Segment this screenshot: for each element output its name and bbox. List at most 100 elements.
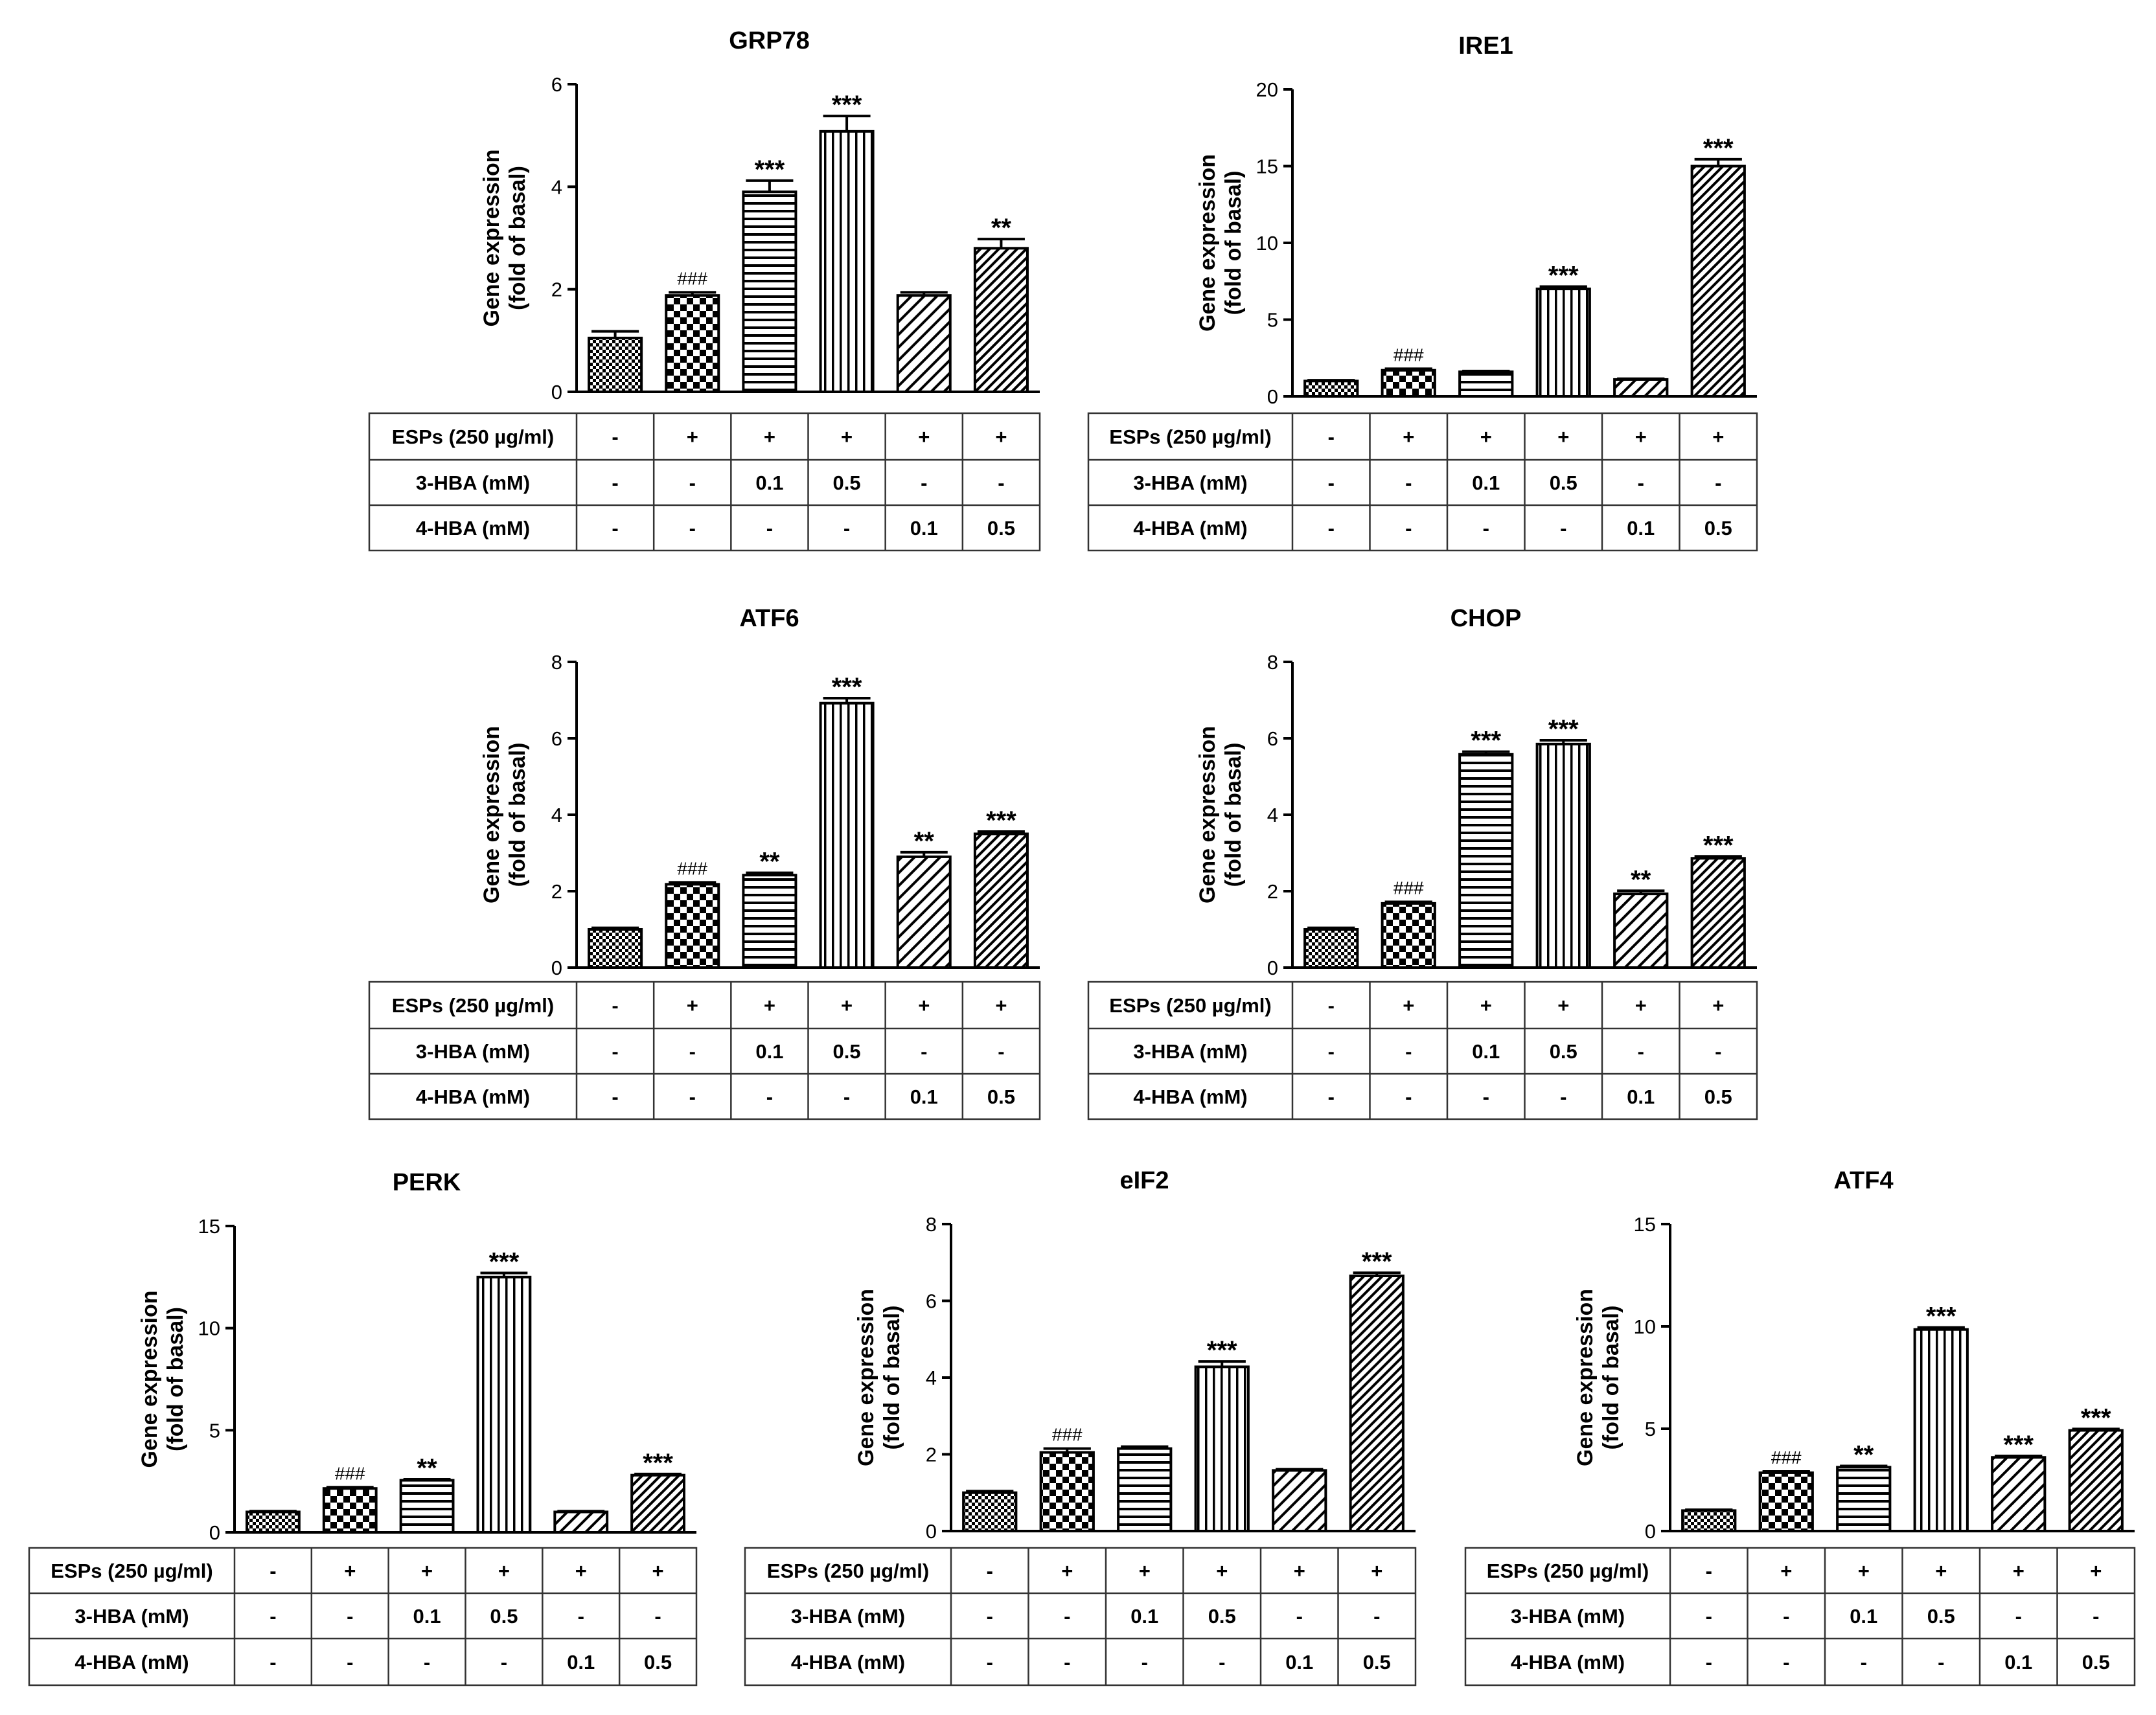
y-tick-label: 6: [551, 727, 562, 750]
y-axis-label-line: Gene expression: [854, 1289, 878, 1466]
table-cell: -: [1560, 1085, 1566, 1108]
table-cell: 0.1: [1130, 1605, 1158, 1628]
table-cell: -: [424, 1651, 430, 1674]
bar: [399, 1479, 455, 1534]
y-axis-label: Gene expression(fold of basal): [1573, 1289, 1623, 1466]
table-cell: +: [421, 1560, 433, 1582]
significance-label: ***: [832, 91, 862, 119]
y-tick-label: 0: [1267, 385, 1278, 408]
bar: [246, 1510, 301, 1534]
table-cell: -: [612, 471, 618, 494]
table-cell: -: [612, 1040, 618, 1063]
table-cell: 0.5: [1704, 1085, 1732, 1108]
table-cell: -: [1706, 1605, 1712, 1628]
table-cell: 0.1: [1627, 517, 1655, 539]
table-cell: -: [987, 1651, 993, 1674]
table-cell: +: [841, 994, 853, 1017]
y-tick-label: 20: [1256, 78, 1278, 101]
bar: [1836, 1466, 1892, 1532]
y-axis-label-line: Gene expression: [1195, 154, 1220, 332]
table-row-label: ESPs (250 µg/ml): [51, 1560, 212, 1582]
significance-label: **: [1853, 1441, 1874, 1470]
table-cell: -: [347, 1605, 353, 1628]
table-row-label: 4-HBA (mM): [1133, 517, 1247, 539]
bar: [1349, 1274, 1405, 1533]
bar: [1681, 1509, 1737, 1532]
table-row-label: 4-HBA (mM): [1133, 1085, 1247, 1108]
table-row-label: 4-HBA (mM): [416, 517, 530, 539]
bar: [1535, 288, 1591, 398]
significance-label: **: [759, 848, 780, 876]
y-tick-label: 6: [551, 73, 562, 96]
table-cell: -: [270, 1605, 276, 1628]
table-cell: +: [1061, 1560, 1073, 1582]
table-cell: -: [689, 1085, 696, 1108]
bar: [665, 883, 720, 969]
y-tick-label: 2: [1267, 880, 1278, 903]
significance-label: ***: [2081, 1403, 2111, 1432]
table-cell: 0.1: [1472, 1040, 1500, 1063]
significance-label: **: [1631, 865, 1651, 894]
treatment-table: [1087, 981, 1758, 1120]
table-cell: +: [841, 426, 853, 448]
table-cell: -: [843, 1085, 850, 1108]
bar: [742, 874, 797, 969]
table-cell: +: [918, 426, 930, 448]
table-cell: 0.1: [1285, 1651, 1313, 1674]
y-tick-label: 0: [1645, 1520, 1656, 1543]
table-cell: -: [612, 1085, 618, 1108]
table-cell: -: [347, 1651, 353, 1674]
table-cell: -: [689, 517, 696, 539]
table-cell: -: [654, 1605, 661, 1628]
table-cell: -: [1783, 1605, 1789, 1628]
table-cell: -: [1328, 517, 1335, 539]
table-cell: -: [270, 1560, 276, 1582]
significance-label: ###: [1393, 345, 1424, 365]
bar: [1913, 1328, 1969, 1532]
table-cell: 0.1: [1627, 1085, 1655, 1108]
table-cell: -: [1638, 471, 1644, 494]
table-cell: -: [1328, 426, 1335, 448]
table-cell: -: [612, 994, 618, 1017]
y-tick-label: 6: [1267, 727, 1278, 750]
table-cell: 0.1: [755, 1040, 783, 1063]
chart-title: GRP78: [729, 27, 810, 54]
table-cell: -: [1715, 471, 1721, 494]
table-row-label: 4-HBA (mM): [791, 1651, 905, 1674]
table-row-label: ESPs (250 µg/ml): [392, 426, 554, 448]
significance-label: ***: [1926, 1302, 1956, 1331]
treatment-table: [744, 1547, 1417, 1687]
y-axis-label-line: (fold of basal): [505, 166, 530, 310]
table-cell: +: [1216, 1560, 1228, 1582]
y-axis-label-line: (fold of basal): [1221, 743, 1246, 887]
table-cell: 0.5: [490, 1605, 518, 1628]
table-cell: -: [1715, 1040, 1721, 1063]
significance-label: ###: [1052, 1425, 1083, 1445]
table-cell: +: [1139, 1560, 1151, 1582]
table-cell: -: [766, 1085, 773, 1108]
significance-label: **: [914, 827, 935, 856]
y-tick-label: 15: [1634, 1213, 1656, 1236]
table-cell: +: [1557, 994, 1569, 1017]
y-axis-label: Gene expression(fold of basal): [137, 1290, 188, 1468]
y-axis-label-line: (fold of basal): [1599, 1306, 1623, 1450]
y-tick-label: 0: [926, 1520, 937, 1543]
y-axis-label-line: Gene expression: [479, 149, 504, 326]
table-cell: +: [1712, 426, 1724, 448]
y-tick-label: 0: [1267, 957, 1278, 979]
y-tick-label: 8: [1267, 651, 1278, 674]
table-row-label: 4-HBA (mM): [75, 1651, 189, 1674]
bar: [1194, 1365, 1250, 1532]
table-row-label: 3-HBA (mM): [416, 471, 530, 494]
significance-label: ###: [335, 1463, 365, 1483]
y-axis-label-line: (fold of basal): [163, 1307, 188, 1451]
table-cell: +: [1780, 1560, 1792, 1582]
table-cell: +: [764, 994, 775, 1017]
table-cell: +: [652, 1560, 664, 1582]
table-cell: +: [995, 994, 1007, 1017]
table-cell: -: [843, 517, 850, 539]
table-row-label: 4-HBA (mM): [1511, 1651, 1625, 1674]
table-cell: +: [2090, 1560, 2102, 1582]
table-cell: -: [2015, 1605, 2022, 1628]
